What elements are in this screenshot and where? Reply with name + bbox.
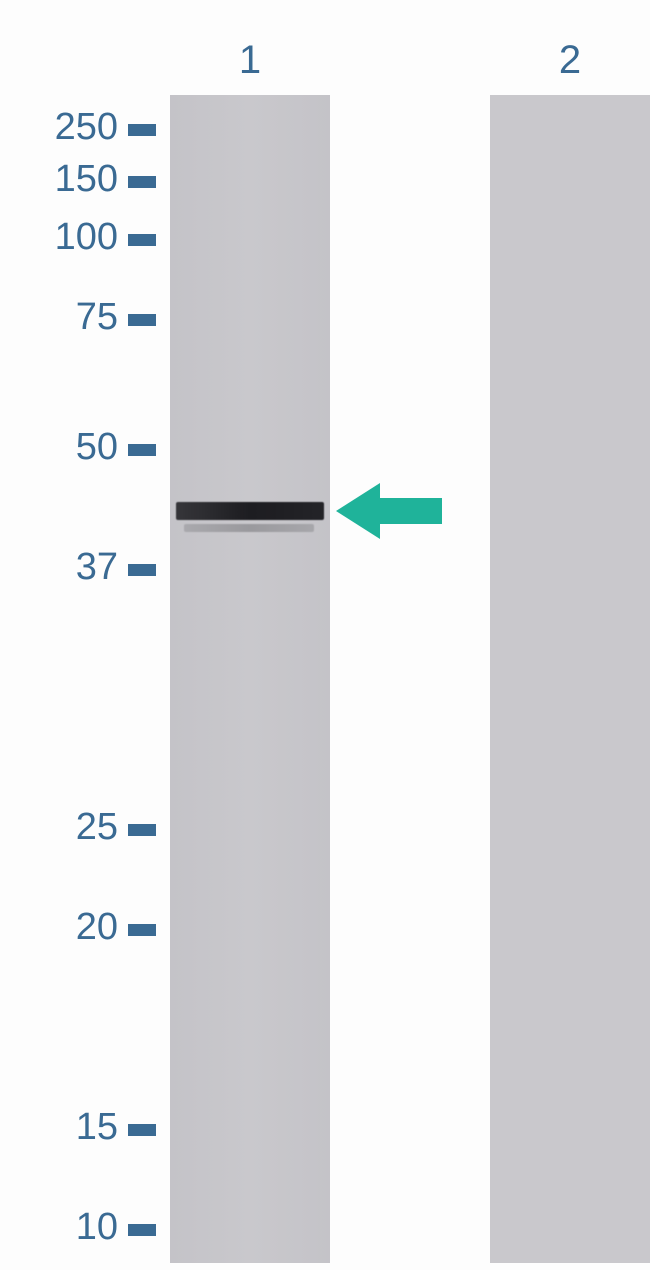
arrow-head-icon — [336, 483, 380, 539]
marker-label: 20 — [76, 906, 118, 949]
marker-dash — [128, 1224, 156, 1236]
indicator-arrow — [336, 483, 442, 539]
marker-label: 100 — [55, 216, 118, 259]
marker-label: 10 — [76, 1206, 118, 1249]
lane-1 — [170, 95, 330, 1263]
marker-label: 75 — [76, 296, 118, 339]
marker-label: 15 — [76, 1106, 118, 1149]
marker-dash — [128, 176, 156, 188]
lane-header-1: 1 — [239, 38, 261, 83]
marker-dash — [128, 124, 156, 136]
marker-dash — [128, 314, 156, 326]
marker-label: 50 — [76, 426, 118, 469]
marker-label: 25 — [76, 806, 118, 849]
marker-dash — [128, 444, 156, 456]
marker-dash — [128, 1124, 156, 1136]
lane-header-2: 2 — [559, 38, 581, 83]
marker-label: 37 — [76, 546, 118, 589]
blot-band — [176, 502, 324, 520]
marker-label: 150 — [55, 158, 118, 201]
lane-2 — [490, 95, 650, 1263]
blot-band — [184, 524, 314, 532]
marker-dash — [128, 564, 156, 576]
marker-dash — [128, 824, 156, 836]
marker-label: 250 — [55, 106, 118, 149]
arrow-shaft — [380, 498, 442, 524]
marker-dash — [128, 924, 156, 936]
marker-dash — [128, 234, 156, 246]
